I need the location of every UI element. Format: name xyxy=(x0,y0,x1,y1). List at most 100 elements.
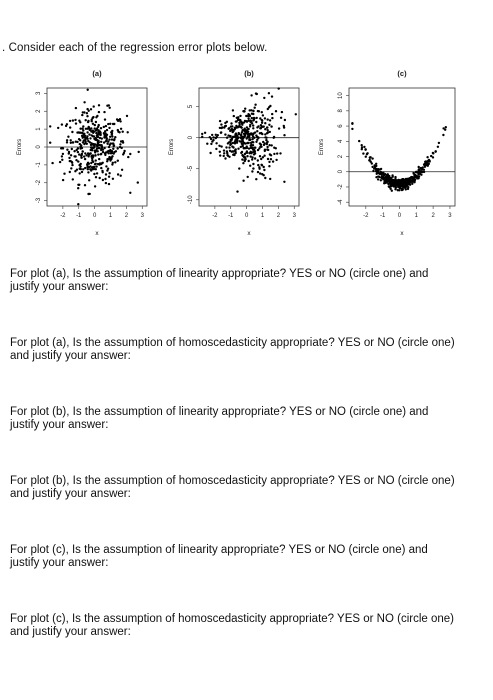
data-point xyxy=(263,148,267,151)
data-point xyxy=(241,140,245,143)
data-point xyxy=(251,141,254,144)
data-point xyxy=(87,171,90,174)
data-point xyxy=(214,133,217,136)
data-point xyxy=(226,142,230,145)
y-tick-label: -10 xyxy=(188,195,194,204)
data-point xyxy=(87,125,90,129)
data-point xyxy=(272,135,276,139)
data-point xyxy=(61,178,65,182)
data-point xyxy=(106,169,109,172)
x-tick-label: -2 xyxy=(363,213,369,219)
data-point xyxy=(122,151,126,155)
data-point xyxy=(252,124,255,127)
data-point xyxy=(238,140,241,143)
data-point xyxy=(264,133,267,136)
data-point xyxy=(86,168,90,171)
data-point xyxy=(373,164,376,167)
data-point xyxy=(101,178,105,182)
y-tick-label: 4 xyxy=(338,139,344,143)
data-point xyxy=(77,131,80,134)
data-point xyxy=(228,146,231,149)
data-point xyxy=(255,140,258,143)
data-point xyxy=(250,116,253,120)
data-point xyxy=(415,170,418,173)
data-point xyxy=(237,116,240,119)
data-point xyxy=(77,203,80,206)
data-point xyxy=(227,127,230,130)
data-point xyxy=(266,157,270,161)
data-point xyxy=(265,132,269,135)
data-point xyxy=(70,147,74,151)
data-point xyxy=(111,122,115,126)
data-point xyxy=(262,174,265,177)
data-point xyxy=(442,133,445,137)
data-point xyxy=(82,125,85,128)
data-point xyxy=(80,153,83,157)
data-point xyxy=(253,146,256,149)
data-point xyxy=(84,119,87,122)
data-point xyxy=(92,160,95,164)
data-point xyxy=(236,190,239,193)
data-point xyxy=(84,166,87,170)
data-point xyxy=(271,160,275,163)
data-point xyxy=(240,131,244,134)
data-point xyxy=(408,183,412,186)
data-point xyxy=(413,174,416,177)
data-point xyxy=(74,170,77,173)
data-point xyxy=(106,160,109,163)
data-point xyxy=(60,147,63,150)
data-point xyxy=(103,152,107,155)
data-point xyxy=(219,154,222,157)
data-point xyxy=(223,152,226,155)
data-point xyxy=(92,155,95,158)
data-point xyxy=(257,125,260,128)
data-point xyxy=(258,147,261,150)
data-point xyxy=(249,119,252,122)
data-point xyxy=(444,128,447,131)
chart-title: (a) xyxy=(92,69,102,78)
data-point xyxy=(107,152,110,155)
data-point xyxy=(402,180,405,183)
data-point xyxy=(413,175,416,179)
data-point xyxy=(263,96,266,100)
data-point xyxy=(430,154,433,158)
data-point xyxy=(388,174,391,178)
data-point xyxy=(86,166,89,169)
x-axis-label: x xyxy=(400,230,404,237)
data-point xyxy=(208,136,211,139)
data-point xyxy=(114,150,118,153)
data-point xyxy=(224,157,227,160)
data-point xyxy=(242,162,245,165)
data-point xyxy=(246,155,249,158)
data-point xyxy=(123,149,126,153)
data-point xyxy=(232,153,236,156)
question-c-homoscedasticity: For plot (c), Is the assumption of homos… xyxy=(10,613,455,638)
data-point xyxy=(83,132,86,135)
data-point xyxy=(87,109,90,112)
data-point xyxy=(112,147,115,150)
data-point xyxy=(109,152,113,155)
data-point xyxy=(246,151,249,154)
data-point xyxy=(232,114,235,118)
data-point xyxy=(394,188,397,191)
y-tick-label: -2 xyxy=(36,179,42,185)
data-point xyxy=(74,122,78,125)
data-point xyxy=(97,147,101,150)
data-point xyxy=(399,182,402,185)
data-point xyxy=(58,160,62,164)
data-point xyxy=(105,165,108,168)
data-point xyxy=(79,127,82,130)
data-point xyxy=(115,118,119,121)
data-point xyxy=(263,117,267,120)
data-point xyxy=(384,177,387,181)
data-point xyxy=(68,170,72,174)
data-point xyxy=(116,128,120,132)
data-point xyxy=(121,141,125,144)
data-point xyxy=(237,125,241,128)
data-point xyxy=(79,167,83,171)
data-point xyxy=(129,152,132,156)
data-point xyxy=(364,148,367,151)
data-point xyxy=(351,122,354,125)
data-point xyxy=(238,121,241,125)
